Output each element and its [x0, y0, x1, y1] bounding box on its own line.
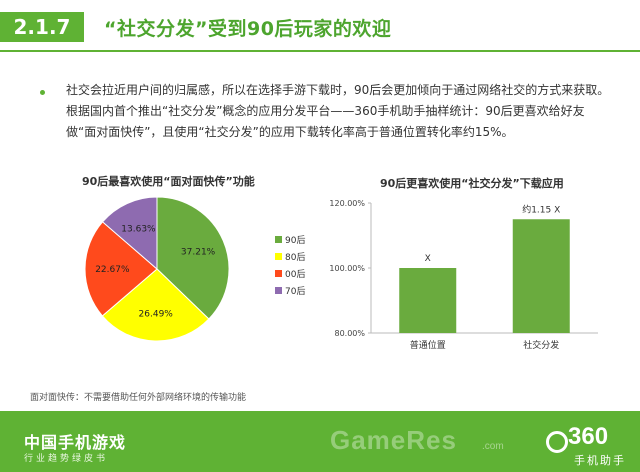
legend-label-2: 00后: [285, 269, 305, 280]
pie-value-label-3: 13.63%: [121, 224, 156, 234]
legend-swatch-1: [275, 253, 282, 260]
pie-value-label-1: 26.49%: [139, 310, 174, 320]
bar-data-label-0: X: [425, 254, 431, 264]
bar-data-label-1: 约1.15 X: [522, 203, 560, 215]
footer-bar: 中国手机游戏 行业趋势绿皮书 GameRes .com 360 手机助手: [0, 411, 640, 472]
pie-value-label-2: 22.67%: [95, 265, 130, 275]
pie-slice-2: [84, 221, 158, 317]
bar-0: [399, 268, 457, 333]
pie-chart-title: 90后最喜欢使用“面对面快传”功能: [82, 175, 255, 188]
legend-swatch-0: [275, 236, 282, 243]
pie-value-label-0: 37.21%: [181, 248, 216, 258]
pie-slice-3: [101, 196, 158, 271]
legend-label-3: 70后: [285, 286, 305, 297]
bullet-icon: [40, 90, 45, 95]
header-bar: 2.1.7 “社交分发”受到90后玩家的欢迎: [0, 0, 640, 52]
legend-label-1: 80后: [285, 252, 305, 263]
360-logo-caption: 手机助手: [574, 454, 626, 467]
bar-y-tick-label-1: 100.00%: [329, 264, 365, 273]
watermark-logo: GameRes: [330, 425, 457, 455]
watermark-suffix: .com: [482, 441, 504, 452]
footer-brand: 中国手机游戏: [24, 433, 127, 452]
page-title: “社交分发”受到90后玩家的欢迎: [104, 18, 392, 40]
360-logo-icon: [546, 431, 568, 453]
legend-swatch-3: [275, 287, 282, 294]
bar-y-tick-label-2: 120.00%: [329, 199, 365, 208]
section-number-badge: 2.1.7: [0, 12, 84, 42]
360-logo-number: 360: [568, 423, 609, 450]
legend-label-0: 90后: [285, 235, 305, 246]
bar-category-label-0: 普通位置: [410, 339, 446, 351]
bar-category-label-1: 社交分发: [523, 339, 559, 351]
bar-y-tick-label-0: 80.00%: [334, 329, 365, 338]
footer-subtitle: 行业趋势绿皮书: [24, 454, 109, 464]
body-paragraph: 社交会拉近用户间的归属感，所以在选择手游下载时，90后会更加倾向于通过网络社交的…: [66, 83, 610, 139]
bar-1: [512, 219, 570, 333]
bar-chart-title: 90后更喜欢使用“社交分发”下载应用: [380, 177, 564, 190]
pie-slice-1: [101, 268, 210, 342]
legend-swatch-2: [275, 270, 282, 277]
footnote: 面对面快传：不需要借助任何外部网络环境的传输功能: [30, 393, 247, 403]
pie-slice-0: [156, 196, 230, 320]
